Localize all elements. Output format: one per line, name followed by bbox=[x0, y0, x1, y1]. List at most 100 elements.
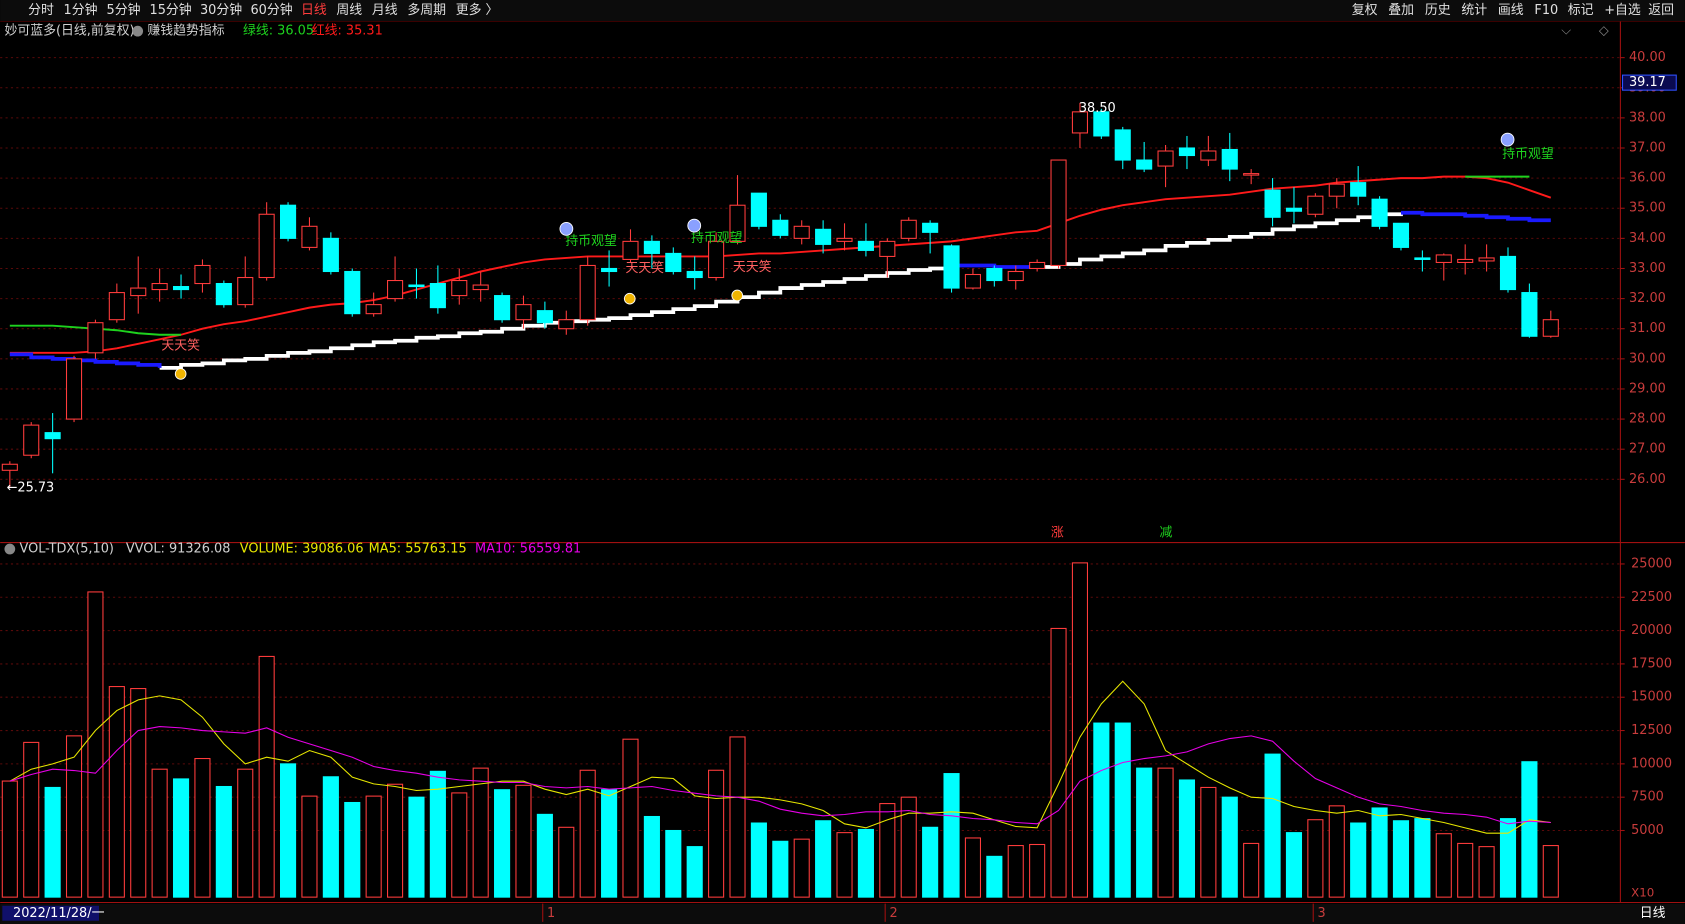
legend-text: 红线: 35.31 bbox=[312, 23, 383, 39]
candle-body bbox=[258, 213, 275, 279]
volume-bar bbox=[408, 796, 425, 898]
toolbar-button[interactable]: 30分钟 bbox=[200, 2, 242, 18]
y-tick-label: 22500 bbox=[1631, 590, 1672, 605]
volume-bar bbox=[301, 795, 318, 898]
indicator-icon bbox=[4, 543, 16, 555]
volume-bar bbox=[65, 735, 83, 898]
toolbar-button[interactable]: 5分钟 bbox=[107, 2, 141, 18]
toolbar-button[interactable]: 日线 bbox=[301, 3, 327, 18]
y-tick-label: 5000 bbox=[1631, 823, 1664, 838]
toolbar-button[interactable]: 返回 bbox=[1648, 3, 1674, 18]
ma-line bbox=[9, 680, 1551, 834]
y-tick-label: 35.00 bbox=[1629, 201, 1666, 216]
annotation: 持币观望 bbox=[1502, 146, 1554, 162]
candle-body bbox=[1093, 111, 1110, 137]
volume-bar bbox=[879, 803, 896, 898]
toolbar-button[interactable]: 月线 bbox=[372, 3, 398, 18]
face-icon bbox=[1500, 132, 1515, 147]
toolbar-button[interactable]: 多周期 bbox=[407, 3, 446, 18]
toolbar-button[interactable]: 1分钟 bbox=[64, 2, 98, 18]
volume-bar bbox=[643, 815, 660, 898]
candle-body bbox=[1542, 319, 1559, 337]
support-line bbox=[9, 352, 162, 368]
candle-body bbox=[44, 432, 61, 440]
toolbar-button[interactable]: 复权 bbox=[1352, 2, 1378, 18]
volume-bar bbox=[1457, 842, 1474, 898]
volume-bar bbox=[1221, 796, 1238, 898]
volume-bar bbox=[1136, 767, 1153, 898]
toolbar-button[interactable]: 分时 bbox=[28, 3, 54, 18]
toolbar-button[interactable]: 画线 bbox=[1498, 3, 1524, 18]
annotation: ←25.73 bbox=[7, 480, 55, 495]
candle-body bbox=[665, 252, 682, 273]
indicator-icon bbox=[132, 25, 144, 37]
volume-bar bbox=[1071, 562, 1089, 898]
volume-bar bbox=[1435, 833, 1452, 898]
volume-bar bbox=[579, 769, 596, 898]
volume-bar bbox=[922, 826, 939, 898]
candle-body bbox=[729, 204, 746, 242]
legend-text: MA5: 55763.15 bbox=[369, 542, 467, 557]
candle-body bbox=[387, 279, 404, 300]
candle-body bbox=[1435, 254, 1452, 263]
volume-bar bbox=[215, 785, 232, 898]
volume-bar bbox=[515, 784, 532, 898]
volume-bar bbox=[793, 838, 810, 898]
more-icon: ◇ bbox=[1599, 24, 1609, 39]
toolbar-button[interactable]: 统计 bbox=[1461, 3, 1487, 18]
toolbar-button[interactable]: 周线 bbox=[336, 3, 362, 18]
volume-bar bbox=[558, 826, 575, 898]
face-icon bbox=[687, 218, 702, 233]
volume-bar bbox=[172, 778, 190, 898]
toolbar-button[interactable]: 更多 〉 bbox=[456, 3, 499, 18]
volume-bar bbox=[44, 786, 61, 898]
annotation: 天天笑 bbox=[161, 337, 200, 353]
volume-bar bbox=[686, 846, 703, 898]
volume-bar bbox=[536, 813, 553, 898]
volume-bar bbox=[1350, 822, 1367, 898]
candle-body bbox=[301, 225, 318, 248]
annotation: 38.50 bbox=[1079, 101, 1116, 116]
volume-bar bbox=[151, 768, 168, 898]
toolbar-button[interactable]: 历史 bbox=[1425, 3, 1451, 18]
candle-body bbox=[65, 358, 83, 420]
status-label[interactable]: 日线 bbox=[1640, 906, 1666, 921]
x-tick-label: 2022/11/28/一 bbox=[13, 906, 105, 921]
chart-title: 妙可蓝多(日线,前复权) bbox=[4, 23, 134, 39]
volume-bar bbox=[387, 783, 404, 898]
candle-body bbox=[772, 219, 789, 236]
y-tick-label: 28.00 bbox=[1629, 412, 1666, 427]
toolbar-button[interactable]: +自选 bbox=[1604, 3, 1641, 18]
volume-bar bbox=[87, 591, 104, 898]
y-tick-label: 30.00 bbox=[1629, 351, 1666, 366]
volume-bar bbox=[1478, 846, 1495, 898]
volume-bar bbox=[451, 792, 468, 898]
x-tick-label: 3 bbox=[1318, 906, 1326, 921]
candle-body bbox=[23, 424, 40, 456]
toolbar-button[interactable]: 15分钟 bbox=[150, 2, 192, 18]
volume-bar bbox=[1521, 761, 1538, 898]
candle-body bbox=[151, 283, 168, 291]
y-tick-label: 32.00 bbox=[1629, 291, 1666, 306]
candle-body bbox=[750, 192, 767, 227]
toolbar-button[interactable]: F10 bbox=[1534, 3, 1558, 18]
y-tick-label: 12500 bbox=[1631, 723, 1672, 738]
candle-body bbox=[237, 276, 254, 306]
annotation: 减 bbox=[1159, 525, 1172, 540]
toolbar-button[interactable]: 标记 bbox=[1568, 3, 1594, 18]
candle-body bbox=[1285, 207, 1303, 212]
toolbar-button[interactable]: 叠加 bbox=[1388, 3, 1414, 18]
candle-body bbox=[1521, 292, 1538, 337]
volume-bar bbox=[836, 832, 853, 898]
toolbar-button[interactable]: 60分钟 bbox=[250, 2, 292, 18]
candle-body bbox=[172, 286, 190, 291]
volume-bar bbox=[1307, 819, 1324, 898]
coin-icon bbox=[623, 292, 636, 305]
volume-bar bbox=[23, 741, 40, 898]
volume-bar bbox=[986, 855, 1003, 898]
candle-body bbox=[344, 270, 361, 315]
candle-body bbox=[1221, 148, 1238, 170]
annotation: 涨 bbox=[1051, 525, 1064, 540]
candle-body bbox=[1, 463, 18, 471]
